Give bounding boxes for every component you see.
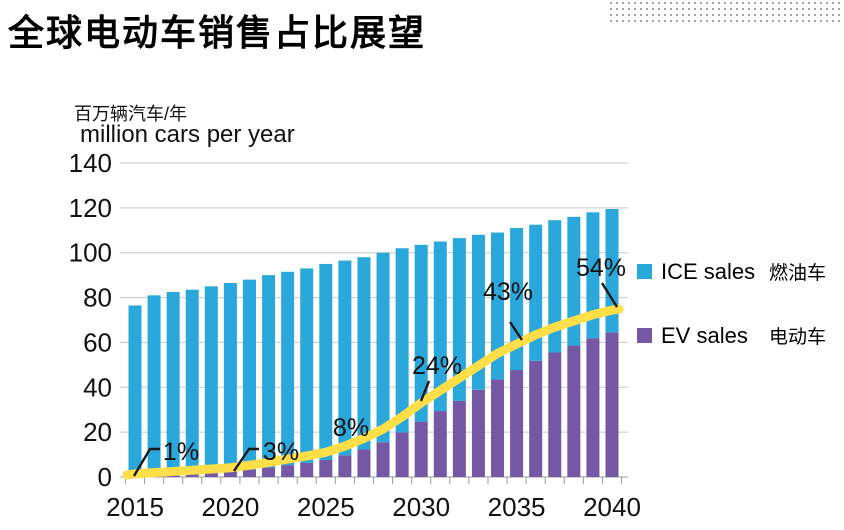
ice-legend-label-zh: 燃油车 xyxy=(769,263,827,284)
ev-bar xyxy=(185,472,199,477)
ice-bar xyxy=(491,232,505,380)
ice-bar xyxy=(357,257,371,450)
ev-bar xyxy=(262,467,276,477)
x-tick-label: 2025 xyxy=(297,492,355,522)
legend-item-ice: ICE sales 燃油车 xyxy=(637,258,826,285)
annotation-label: 24% xyxy=(412,352,462,380)
ev-share-line xyxy=(122,304,624,480)
annotation-leader xyxy=(600,282,619,308)
annotation-label: 8% xyxy=(333,414,369,442)
y-axis-unit-label-en: million cars per year xyxy=(80,121,295,148)
ev-bar xyxy=(586,338,600,477)
ice-bar xyxy=(338,260,352,456)
ice-legend-swatch xyxy=(637,264,652,279)
annotation-leader xyxy=(233,447,259,472)
y-axis-unit-label-zh: 百万辆汽车/年 xyxy=(74,104,188,124)
ev-bar xyxy=(452,400,466,477)
ice-bar xyxy=(319,263,333,460)
annotation-leader xyxy=(132,447,160,477)
ice-bar xyxy=(128,305,142,476)
ice-bar xyxy=(147,295,161,475)
ev-bar xyxy=(491,379,505,477)
ev-bar xyxy=(567,345,581,477)
ice-legend-label: ICE sales xyxy=(661,258,756,284)
annotation-leader xyxy=(419,380,431,402)
x-tick-label: 2035 xyxy=(488,492,546,522)
ev-bar xyxy=(414,421,428,477)
annotation-label: 3% xyxy=(263,438,299,466)
x-tick-label: 2040 xyxy=(583,492,641,522)
ev-legend-swatch xyxy=(637,328,652,343)
y-tick-label: 0 xyxy=(98,462,112,492)
ev-bar xyxy=(510,370,524,477)
ev-legend-label: EV sales xyxy=(661,322,748,348)
ice-bar xyxy=(376,252,390,443)
ice-bar xyxy=(242,279,256,470)
ev-bar xyxy=(395,432,409,477)
annotation-leader xyxy=(509,321,523,341)
ice-bar xyxy=(452,238,466,401)
x-tick-label: 2030 xyxy=(392,492,450,522)
annotation-label: 43% xyxy=(483,278,533,306)
ice-bar xyxy=(204,286,218,473)
annotation-label: 1% xyxy=(163,438,199,466)
ev-bar xyxy=(319,459,333,477)
ice-bar xyxy=(395,248,409,433)
ice-bar xyxy=(529,224,543,361)
annotation-label: 54% xyxy=(576,254,626,282)
ice-bar xyxy=(586,212,600,339)
ev-bar xyxy=(376,442,390,477)
ice-bar xyxy=(262,275,276,468)
legend-item-ev: EV sales 电动车 xyxy=(637,322,826,349)
ice-bar xyxy=(567,216,581,346)
ice-bar xyxy=(471,234,485,390)
ev-bar xyxy=(242,469,256,477)
ev-bar xyxy=(204,472,218,477)
ev-legend-label-zh: 电动车 xyxy=(769,327,827,348)
dot-pattern-decoration xyxy=(610,2,844,26)
ev-bar xyxy=(548,352,562,477)
ev-bar xyxy=(471,389,485,477)
ev-bar xyxy=(300,462,314,477)
y-tick-label: 80 xyxy=(83,283,112,313)
ev-bar xyxy=(357,449,371,477)
ice-bar xyxy=(223,282,237,472)
x-tick-label: 2015 xyxy=(106,492,164,522)
ev-bar xyxy=(338,455,352,477)
y-tick-label: 20 xyxy=(83,417,112,447)
ice-bar xyxy=(433,241,447,412)
ice-bar xyxy=(300,268,314,463)
y-tick-label: 60 xyxy=(83,327,112,357)
ice-bar xyxy=(605,208,619,333)
ice-bar xyxy=(166,291,180,474)
x-tick-label: 2020 xyxy=(201,492,259,522)
ev-bar xyxy=(223,471,237,477)
ice-bar xyxy=(281,271,295,466)
ice-bar xyxy=(510,228,524,371)
page-title: 全球电动车销售占比展望 xyxy=(8,13,427,53)
ev-bar xyxy=(433,411,447,477)
y-tick-label: 40 xyxy=(83,372,112,402)
ev-bar xyxy=(605,332,619,477)
ice-bar xyxy=(414,244,428,422)
ice-bar xyxy=(185,289,199,473)
ev-bar xyxy=(529,360,543,477)
ice-bar xyxy=(548,220,562,353)
y-tick-label: 140 xyxy=(69,148,112,178)
y-tick-label: 120 xyxy=(69,193,112,223)
ev-bar xyxy=(281,465,295,477)
y-tick-label: 100 xyxy=(69,238,112,268)
